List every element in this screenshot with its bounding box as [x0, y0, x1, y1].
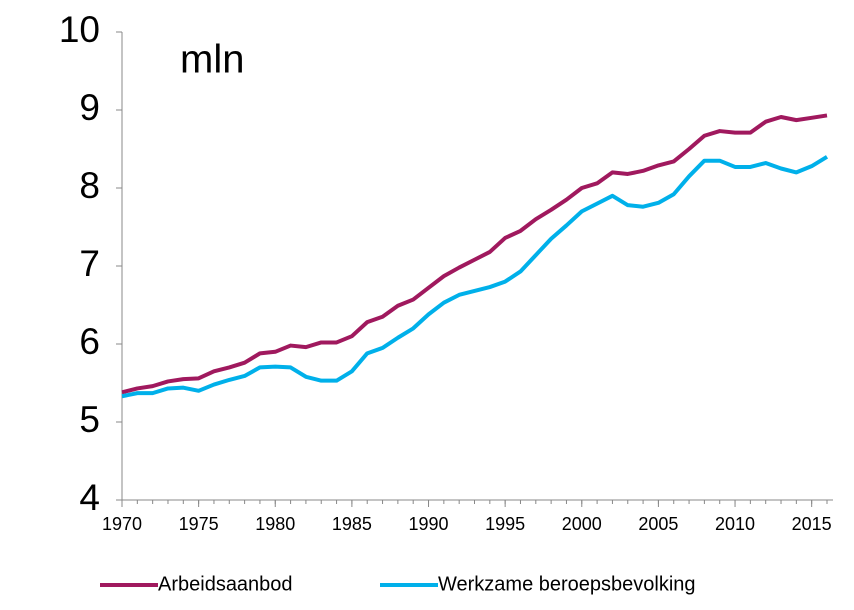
y-tick-label: 9 — [79, 87, 100, 128]
x-tick-label: 1995 — [485, 514, 525, 534]
x-tick-label: 2010 — [715, 514, 755, 534]
line — [121, 113, 828, 395]
x-tick-label: 2005 — [638, 514, 678, 534]
y-tick-label: 4 — [79, 477, 100, 518]
x-tick-label: 1985 — [332, 514, 372, 534]
y-tick-label: 5 — [79, 399, 100, 440]
x-tick-label: 1980 — [255, 514, 295, 534]
line — [121, 155, 829, 399]
x-tick-label: 1975 — [179, 514, 219, 534]
x-tick-label: 2000 — [562, 514, 602, 534]
x-tick-label: 1970 — [102, 514, 142, 534]
y-tick-label: 8 — [79, 165, 100, 206]
y-tick-label: 10 — [59, 9, 100, 50]
legend-label: Arbeidsaanbod — [158, 573, 293, 595]
y-tick-label: 7 — [79, 243, 100, 284]
y-tick-label: 6 — [79, 321, 100, 362]
legend-label: Werkzame beroepsbevolking — [438, 573, 696, 595]
annotation: mln — [180, 38, 244, 82]
x-tick-label: 1990 — [408, 514, 448, 534]
x-tick-label: 2015 — [792, 514, 832, 534]
